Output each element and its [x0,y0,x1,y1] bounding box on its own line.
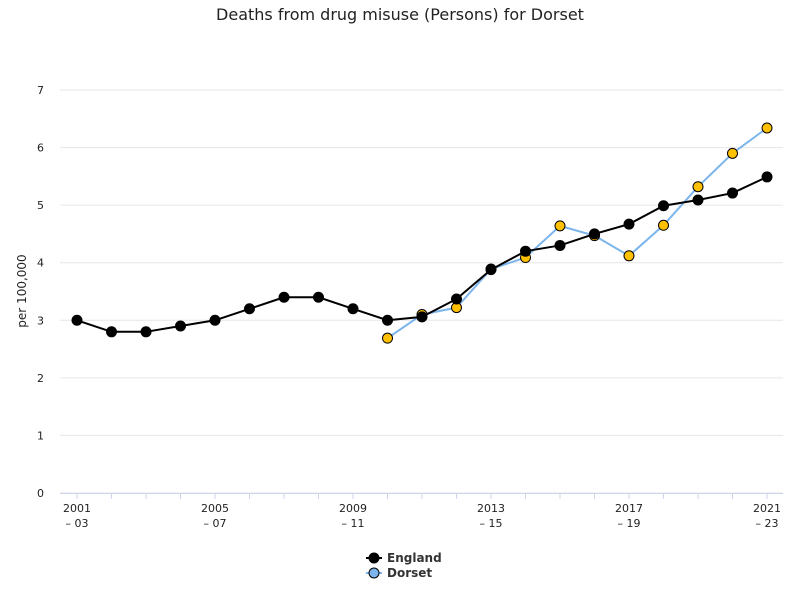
legend-marker-england [368,552,380,564]
legend-label-england: England [387,551,442,565]
y-tick-label: 3 [37,314,44,327]
x-tick-label-range: – 15 [480,517,503,530]
data-point-dorset[interactable] [382,332,393,344]
data-point-dorset[interactable] [658,219,669,231]
chart-title: Deaths from drug misuse (Persons) for Do… [216,5,584,24]
legend-label-dorset: Dorset [387,566,432,580]
legend-item-dorset[interactable]: Dorset [366,566,432,580]
data-point-england[interactable] [106,326,117,338]
x-tick-label: 2021 [753,502,781,515]
x-tick-label-range: – 03 [66,517,89,530]
x-tick-label: 2017 [615,502,643,515]
x-tick-label-range: – 07 [204,517,227,530]
series-layer [71,122,773,344]
data-point-england[interactable] [313,291,324,303]
data-point-england[interactable] [71,314,83,326]
data-point-dorset[interactable] [692,181,704,193]
series-england [71,171,773,338]
data-point-dorset[interactable] [623,250,635,262]
series-line-dorset [386,127,768,339]
x-tick-label-range: – 11 [342,517,365,530]
data-point-england[interactable] [658,200,669,212]
series-line-england [76,176,768,333]
data-point-england[interactable] [589,228,600,240]
y-tick-label: 4 [37,257,44,270]
x-tick-label: 2009 [339,502,367,515]
x-tick-label: 2013 [477,502,505,515]
y-axis-title: per 100,000 [15,254,29,327]
data-point-england[interactable] [761,171,773,183]
data-point-england[interactable] [382,314,393,326]
data-point-dorset[interactable] [761,122,773,134]
data-point-england[interactable] [416,311,428,323]
y-axis-ticks: 0 1 2 3 4 5 6 7 [37,84,44,500]
data-point-england[interactable] [451,293,462,305]
data-point-england[interactable] [727,187,738,199]
y-tick-label: 7 [37,84,44,97]
y-tick-label: 0 [37,487,44,500]
data-point-dorset[interactable] [554,220,566,232]
data-point-england[interactable] [692,194,704,206]
series-dorset [382,122,773,344]
data-point-dorset[interactable] [727,147,738,159]
gridlines [60,89,783,494]
y-tick-label: 5 [37,199,44,212]
data-point-england[interactable] [175,320,186,332]
data-point-england[interactable] [623,218,635,230]
x-axis: 2001 – 03 2005 – 07 2009 – 11 2013 – 15 2017 – 19… [60,493,783,530]
data-point-england[interactable] [278,291,290,303]
data-point-england[interactable] [347,303,359,315]
data-point-england[interactable] [244,303,255,315]
x-tick-label: 2001 [63,502,91,515]
y-tick-label: 1 [37,429,44,442]
data-point-england[interactable] [485,264,497,276]
data-point-england[interactable] [209,314,221,326]
data-point-england[interactable] [520,245,531,257]
y-tick-label: 2 [37,372,44,385]
x-tick-label-range: – 19 [618,517,641,530]
data-point-england[interactable] [554,239,566,251]
y-tick-label: 6 [37,142,44,155]
legend-item-england[interactable]: England [366,551,442,565]
legend-marker-dorset [368,567,380,579]
data-point-england[interactable] [140,326,152,338]
x-tick-label-range: – 23 [756,517,779,530]
x-tick-label: 2005 [201,502,229,515]
